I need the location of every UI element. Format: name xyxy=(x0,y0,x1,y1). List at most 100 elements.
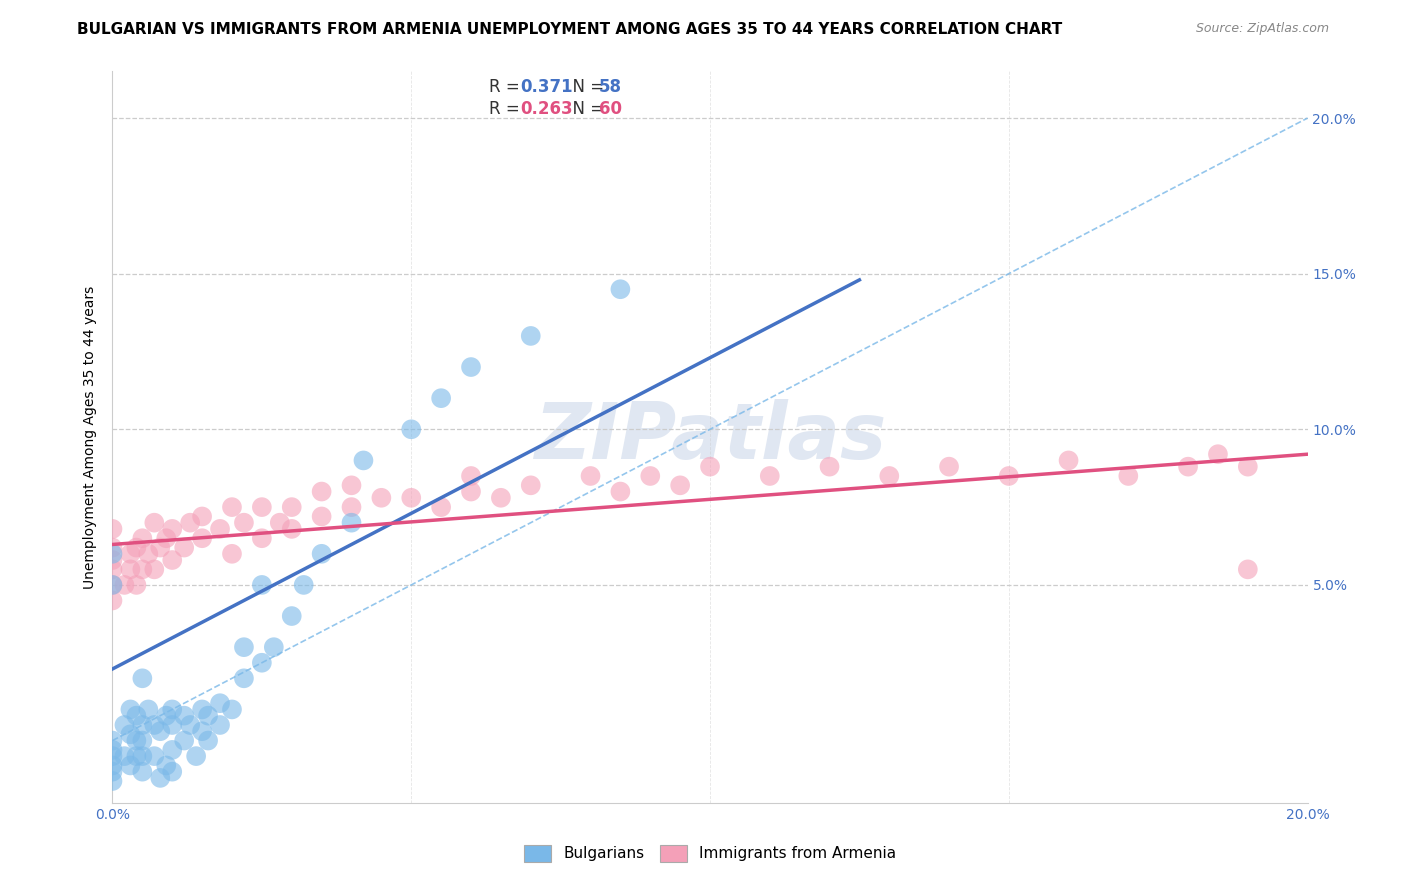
Point xyxy=(209,522,232,536)
Y-axis label: Unemployment Among Ages 35 to 44 years: Unemployment Among Ages 35 to 44 years xyxy=(83,285,97,589)
Text: BULGARIAN VS IMMIGRANTS FROM ARMENIA UNEMPLOYMENT AMONG AGES 35 TO 44 YEARS CORR: BULGARIAN VS IMMIGRANTS FROM ARMENIA UNE… xyxy=(77,22,1063,37)
Point xyxy=(640,469,662,483)
Point xyxy=(520,329,543,343)
Point xyxy=(1057,453,1080,467)
Point xyxy=(430,500,453,515)
Point xyxy=(292,578,315,592)
Point xyxy=(221,500,243,515)
Point xyxy=(101,547,124,561)
Point xyxy=(149,771,172,785)
Point xyxy=(191,509,214,524)
Point xyxy=(155,531,177,545)
Point xyxy=(221,547,243,561)
Point xyxy=(233,640,256,655)
Text: 58: 58 xyxy=(599,78,621,96)
Point xyxy=(191,724,214,739)
Point xyxy=(250,578,273,592)
Point xyxy=(250,500,273,515)
Point xyxy=(173,733,195,747)
Point xyxy=(311,509,333,524)
Point xyxy=(101,578,124,592)
Point xyxy=(131,749,153,764)
Point xyxy=(281,522,304,536)
Point xyxy=(131,562,153,576)
Point xyxy=(460,359,482,374)
Point xyxy=(879,469,901,483)
Point xyxy=(162,522,183,536)
Point xyxy=(759,469,782,483)
Point xyxy=(699,459,721,474)
Point xyxy=(143,516,166,530)
Point xyxy=(191,702,214,716)
Point xyxy=(101,541,124,555)
Point xyxy=(120,562,142,576)
Point xyxy=(179,516,201,530)
Point xyxy=(1206,447,1229,461)
Point xyxy=(1237,459,1260,474)
Point xyxy=(114,718,135,732)
Point xyxy=(101,593,124,607)
Text: 60: 60 xyxy=(599,100,621,118)
Point xyxy=(233,516,256,530)
Point xyxy=(311,547,333,561)
Point xyxy=(162,764,183,779)
Point xyxy=(460,484,482,499)
Point xyxy=(125,578,148,592)
Point xyxy=(101,774,124,789)
Point xyxy=(155,708,177,723)
Point xyxy=(143,718,166,732)
Point xyxy=(340,500,363,515)
Point xyxy=(609,282,631,296)
Point xyxy=(101,758,124,772)
Text: R =: R = xyxy=(489,100,526,118)
Point xyxy=(120,702,142,716)
Point xyxy=(250,656,273,670)
Point xyxy=(340,478,363,492)
Text: N =: N = xyxy=(562,78,610,96)
Point xyxy=(149,724,172,739)
Point xyxy=(131,718,153,732)
Point xyxy=(669,478,692,492)
Point xyxy=(460,469,482,483)
Point xyxy=(125,733,148,747)
Point xyxy=(1118,469,1140,483)
Point xyxy=(131,531,153,545)
Point xyxy=(269,516,291,530)
Text: Source: ZipAtlas.com: Source: ZipAtlas.com xyxy=(1195,22,1329,36)
Point xyxy=(340,516,363,530)
Point xyxy=(125,749,148,764)
Legend: Bulgarians, Immigrants from Armenia: Bulgarians, Immigrants from Armenia xyxy=(517,838,903,868)
Point xyxy=(138,547,160,561)
Point xyxy=(281,609,304,624)
Text: R =: R = xyxy=(489,78,526,96)
Point xyxy=(173,541,195,555)
Point xyxy=(353,453,375,467)
Point xyxy=(162,553,183,567)
Text: 0.263: 0.263 xyxy=(520,100,572,118)
Point xyxy=(250,531,273,545)
Point xyxy=(938,459,960,474)
Point xyxy=(138,702,160,716)
Point xyxy=(520,478,543,492)
Point xyxy=(131,671,153,685)
Point xyxy=(609,484,631,499)
Point xyxy=(143,749,166,764)
Point xyxy=(489,491,512,505)
Point xyxy=(101,553,124,567)
Point xyxy=(1177,459,1199,474)
Point xyxy=(401,491,423,505)
Point xyxy=(401,422,423,436)
Point xyxy=(186,749,208,764)
Point xyxy=(101,578,124,592)
Point xyxy=(311,484,333,499)
Point xyxy=(197,733,219,747)
Point xyxy=(101,522,124,536)
Point xyxy=(125,708,148,723)
Point xyxy=(162,743,183,757)
Point xyxy=(101,749,124,764)
Point xyxy=(579,469,602,483)
Point xyxy=(173,708,195,723)
Point xyxy=(998,469,1021,483)
Point xyxy=(101,764,124,779)
Point xyxy=(101,743,124,757)
